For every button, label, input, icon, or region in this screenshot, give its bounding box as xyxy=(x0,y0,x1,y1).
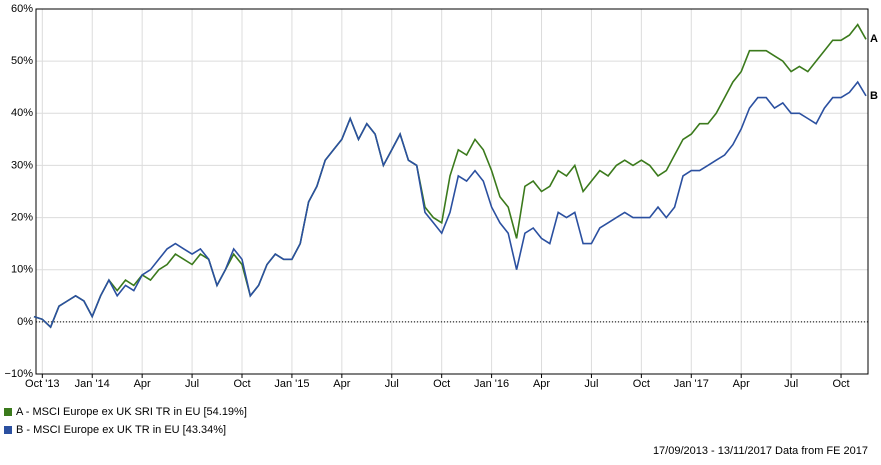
y-tick-label: 20% xyxy=(11,211,33,223)
x-tick-label: Jul xyxy=(784,378,798,390)
legend-swatch xyxy=(4,408,12,416)
y-tick-label: 60% xyxy=(11,3,33,15)
plot-frame xyxy=(35,8,869,375)
x-tick-label: Jan '14 xyxy=(75,378,110,390)
x-tick-label: Oct xyxy=(633,378,650,390)
x-tick-label: Oct xyxy=(832,378,849,390)
y-tick-label: 0% xyxy=(17,316,33,328)
x-tick-label: Oct xyxy=(433,378,450,390)
y-tick-label: 50% xyxy=(11,55,33,67)
legend-label: B - MSCI Europe ex UK TR in EU [43.34%] xyxy=(16,424,226,436)
x-tick-label: Apr xyxy=(134,378,151,390)
y-tick-label: 10% xyxy=(11,264,33,276)
series-line xyxy=(33,80,867,329)
x-tick-label: Oct xyxy=(233,378,250,390)
y-tick-label: 30% xyxy=(11,159,33,171)
x-tick-label: Jul xyxy=(385,378,399,390)
x-tick-label: Apr xyxy=(333,378,350,390)
x-tick-label: Jan '17 xyxy=(674,378,709,390)
source-note: 17/09/2013 - 13/11/2017 Data from FE 201… xyxy=(653,445,868,457)
legend-label: A - MSCI Europe ex UK SRI TR in EU [54.1… xyxy=(16,406,247,418)
x-tick-label: Jan '16 xyxy=(474,378,509,390)
x-tick-label: Jul xyxy=(584,378,598,390)
x-tick-label: Apr xyxy=(733,378,750,390)
end-label: B xyxy=(870,90,878,102)
end-label: A xyxy=(870,33,878,45)
x-tick-label: Apr xyxy=(533,378,550,390)
legend-swatch xyxy=(4,426,12,434)
y-tick-label: −10% xyxy=(5,368,34,380)
x-tick-label: Jul xyxy=(185,378,199,390)
x-tick-label: Jan '15 xyxy=(274,378,309,390)
y-tick-label: 40% xyxy=(11,107,33,119)
series-line xyxy=(33,23,867,329)
x-tick-label: Oct '13 xyxy=(25,378,60,390)
